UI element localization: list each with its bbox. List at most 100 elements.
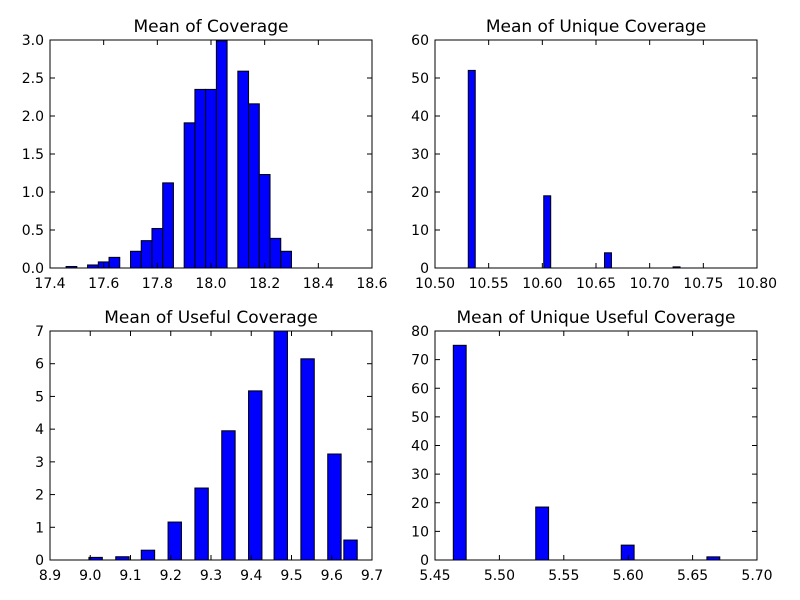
y-tick-label: 0 xyxy=(420,553,429,569)
x-tick-label: 10.60 xyxy=(522,276,562,292)
y-tick-label: 40 xyxy=(411,439,429,455)
x-tick-label: 10.70 xyxy=(630,276,670,292)
x-tick-label: 9.4 xyxy=(240,568,262,584)
y-tick-label: 3 xyxy=(35,455,44,471)
histogram-bar xyxy=(327,453,342,561)
x-tick-label: 9.6 xyxy=(321,568,343,584)
axes-frame xyxy=(434,330,758,561)
y-tick-label: 0 xyxy=(420,261,429,277)
histogram-bar xyxy=(194,88,207,269)
chart-title: Mean of Unique Useful Coverage xyxy=(457,308,736,328)
axes-frame xyxy=(434,39,758,269)
histogram-bar xyxy=(280,250,292,269)
histogram-bar xyxy=(273,330,288,561)
histogram-bar xyxy=(237,70,250,269)
y-tick-label: 1.0 xyxy=(22,185,44,201)
histogram-bar xyxy=(162,182,174,269)
axes-frame xyxy=(49,330,373,561)
x-tick-label: 18.4 xyxy=(303,276,334,292)
y-tick-label: 1.5 xyxy=(22,147,44,163)
x-tick-label: 9.3 xyxy=(200,568,222,584)
y-tick-label: 3.0 xyxy=(22,33,44,49)
x-tick-label: 10.55 xyxy=(469,276,509,292)
panel-mean-unique-coverage: 0 10 20 30 40 50 60 10.50 10.55 10.60 10.65 10.70 10… xyxy=(411,17,777,292)
y-tick-label: 40 xyxy=(411,109,429,125)
histogram-bar xyxy=(258,174,271,269)
x-tick-label: 5.65 xyxy=(677,568,708,584)
y-tick-label: 20 xyxy=(411,496,429,512)
y-tick-label: 6 xyxy=(35,357,44,373)
x-tick-label: 5.45 xyxy=(419,568,450,584)
y-tick-label: 2 xyxy=(35,488,44,504)
y-tick-label: 60 xyxy=(411,381,429,397)
x-tick-label: 10.80 xyxy=(737,276,777,292)
y-tick-label: 10 xyxy=(411,524,429,540)
x-tick-label: 9.1 xyxy=(119,568,141,584)
histogram-bar xyxy=(620,544,635,561)
chart-title: Mean of Useful Coverage xyxy=(104,308,318,328)
histogram-bar xyxy=(108,256,121,269)
y-tick-label: 5 xyxy=(35,389,44,405)
y-tick-label: 2.5 xyxy=(22,71,44,87)
panel-mean-coverage: 0.0 0.5 1.0 1.5 2.0 2.5 3.0 17.4 17.6 17.8 18.0 18.… xyxy=(22,17,388,292)
histogram-bar xyxy=(221,430,236,561)
histogram-bar xyxy=(140,240,153,269)
chart-title: Mean of Unique Coverage xyxy=(486,17,706,37)
x-tick-label: 5.70 xyxy=(741,568,772,584)
y-tick-label: 4 xyxy=(35,422,44,438)
chart-title: Mean of Coverage xyxy=(134,17,289,37)
y-tick-label: 30 xyxy=(411,147,429,163)
x-tick-label: 17.8 xyxy=(142,276,173,292)
histogram-bar xyxy=(467,69,476,269)
y-tick-label: 2.0 xyxy=(22,109,44,125)
y-tick-label: 0.5 xyxy=(22,223,44,239)
x-tick-label: 9.0 xyxy=(79,568,101,584)
x-tick-label: 8.9 xyxy=(39,568,61,584)
x-tick-label: 9.2 xyxy=(160,568,182,584)
x-tick-label: 9.7 xyxy=(361,568,383,584)
y-tick-label: 1 xyxy=(35,520,44,536)
y-tick-label: 7 xyxy=(35,324,44,340)
x-tick-label: 9.5 xyxy=(280,568,302,584)
histogram-bar xyxy=(215,40,228,269)
y-tick-label: 80 xyxy=(411,324,429,340)
histogram-bar xyxy=(194,487,209,561)
y-tick-label: 20 xyxy=(411,185,429,201)
histogram-bar xyxy=(167,521,182,561)
x-tick-label: 18.0 xyxy=(195,276,226,292)
x-tick-label: 5.60 xyxy=(613,568,644,584)
histogram-bar xyxy=(535,506,550,561)
histogram-bar xyxy=(300,358,315,561)
y-tick-label: 70 xyxy=(411,353,429,369)
histogram-bar xyxy=(183,122,196,269)
y-tick-label: 0 xyxy=(35,553,44,569)
x-tick-label: 5.50 xyxy=(484,568,515,584)
histogram-bar xyxy=(130,250,142,269)
histogram-bar xyxy=(343,539,358,561)
panel-mean-unique-useful-coverage: 0 10 20 30 40 50 60 70 80 5.45 5.50 5.55 5.60 5.65 5.7… xyxy=(411,308,772,584)
y-tick-label: 60 xyxy=(411,33,429,49)
x-tick-label: 18.6 xyxy=(356,276,387,292)
histogram-bar xyxy=(543,195,552,269)
histogram-bar xyxy=(603,252,612,269)
x-tick-label: 5.55 xyxy=(548,568,579,584)
y-tick-label: 50 xyxy=(411,410,429,426)
histogram-bar xyxy=(248,390,263,561)
x-tick-label: 10.65 xyxy=(576,276,616,292)
histogram-bar xyxy=(205,88,217,269)
histogram-bar xyxy=(248,103,260,269)
x-tick-label: 17.4 xyxy=(34,276,65,292)
x-tick-label: 17.6 xyxy=(88,276,119,292)
y-tick-label: 0.0 xyxy=(22,261,44,277)
histogram-bar xyxy=(140,549,156,561)
x-tick-label: 18.2 xyxy=(249,276,280,292)
histogram-bar xyxy=(452,344,467,561)
histogram-bar xyxy=(269,237,282,269)
x-tick-label: 10.50 xyxy=(415,276,455,292)
y-tick-label: 30 xyxy=(411,467,429,483)
y-tick-label: 10 xyxy=(411,223,429,239)
panel-mean-useful-coverage: 0 1 2 3 4 5 6 7 8.9 9.0 9.1 9.2 9.3 9.4 9.5 9.6 9.7 Mean … xyxy=(35,308,383,584)
histogram-bar xyxy=(151,227,164,269)
y-tick-label: 50 xyxy=(411,71,429,87)
